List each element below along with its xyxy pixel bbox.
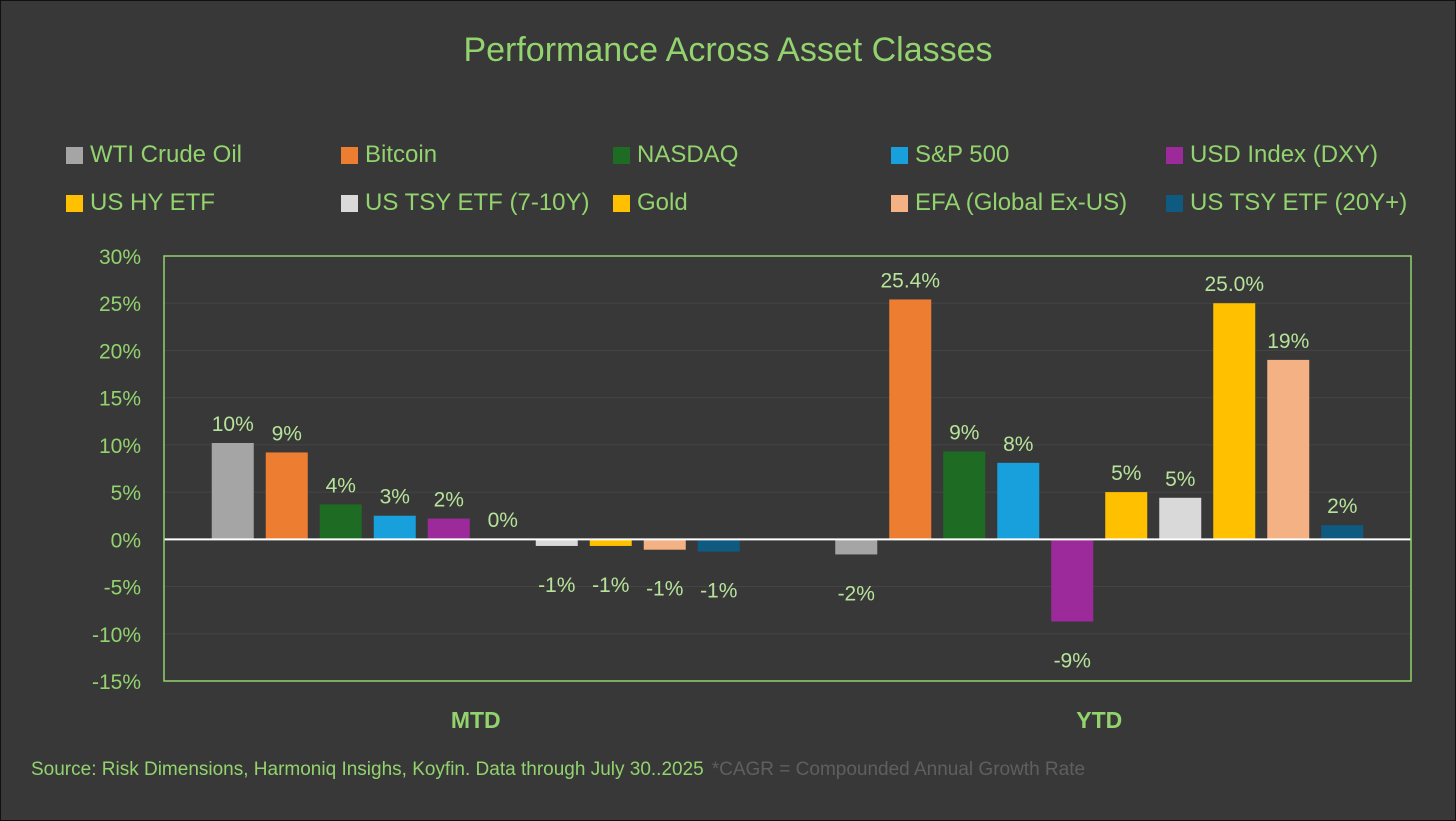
bar-us-tsy-etf-20y- <box>1321 525 1364 540</box>
y-tick-label: 5% <box>111 482 141 505</box>
data-label: -1% <box>700 580 737 603</box>
bar-s-p-500 <box>997 462 1040 540</box>
data-label: 9% <box>272 422 302 445</box>
legend-item: USD Index (DXY) <box>1166 141 1378 169</box>
x-category-label: MTD <box>451 707 501 733</box>
bar-us-tsy-etf-20y- <box>697 539 740 552</box>
y-tick-label: 0% <box>111 529 141 552</box>
y-tick-label: 25% <box>99 293 141 316</box>
bar-nasdaq <box>319 504 362 540</box>
legend-label: Bitcoin <box>365 141 438 168</box>
legend-swatch <box>613 194 630 212</box>
data-label: 10% <box>212 413 254 436</box>
data-label: 5% <box>1111 462 1141 485</box>
legend-item: Bitcoin <box>341 141 437 169</box>
data-label: 25.4% <box>880 269 940 292</box>
source-note: Source: Risk Dimensions, Harmoniq Insigh… <box>31 759 1085 781</box>
legend-swatch <box>1166 194 1183 212</box>
cagr-note: *CAGR = Compounded Annual Growth Rate <box>711 759 1086 780</box>
bar-usd-index-dxy- <box>427 518 470 540</box>
chart-title: Performance Across Asset Classes <box>463 31 993 69</box>
data-label: 2% <box>1327 495 1357 518</box>
bar-s-p-500 <box>373 515 416 540</box>
y-tick-label: -15% <box>92 671 141 694</box>
legend-swatch <box>613 146 630 164</box>
bar-bitcoin <box>265 452 308 540</box>
data-label: 19% <box>1267 330 1309 353</box>
plot-border <box>163 255 1412 682</box>
legend-swatch <box>66 146 83 164</box>
legend-label: USD Index (DXY) <box>1190 141 1379 168</box>
bar-efa-global-ex-us- <box>1267 359 1310 540</box>
legend-label: S&P 500 <box>915 141 1010 168</box>
bar-gold <box>1213 303 1256 540</box>
data-label: -1% <box>592 574 629 597</box>
bar-us-hy-etf <box>1105 492 1148 540</box>
data-label: 2% <box>434 489 464 512</box>
legend-swatch <box>66 194 83 212</box>
legend-item: S&P 500 <box>891 141 1009 169</box>
bar-bitcoin <box>889 299 932 540</box>
legend-label: NASDAQ <box>637 141 739 168</box>
bar-nasdaq <box>943 451 986 540</box>
legend-item: US TSY ETF (7-10Y) <box>341 189 590 217</box>
bar-us-tsy-etf-7-10y- <box>535 539 578 546</box>
legend-item: WTI Crude Oil <box>66 141 242 169</box>
legend-swatch <box>341 146 358 164</box>
y-tick-label: -10% <box>92 624 141 647</box>
bar-gold <box>589 539 632 546</box>
data-label: -1% <box>538 574 575 597</box>
legend-label: US TSY ETF (7-10Y) <box>365 189 590 216</box>
data-label: 8% <box>1003 433 1033 456</box>
legend-item: US HY ETF <box>66 189 215 217</box>
data-label: 0% <box>488 509 518 532</box>
legend-label: WTI Crude Oil <box>90 141 243 168</box>
data-label: 5% <box>1165 468 1195 491</box>
bar-usd-index-dxy- <box>1051 539 1094 622</box>
legend-label: Gold <box>637 189 688 216</box>
data-label: 9% <box>949 422 979 445</box>
data-label: 3% <box>380 486 410 509</box>
data-label: 25.0% <box>1204 273 1264 296</box>
legend-swatch <box>891 194 908 212</box>
legend-label: US HY ETF <box>90 189 215 216</box>
y-tick-label: 15% <box>99 388 141 411</box>
legend-swatch <box>891 146 908 164</box>
data-label: -2% <box>838 582 875 605</box>
legend-item: EFA (Global Ex-US) <box>891 189 1127 217</box>
bar-wti-crude-oil <box>835 539 878 555</box>
y-tick-label: 30% <box>99 246 141 269</box>
source-text: Source: Risk Dimensions, Harmoniq Insigh… <box>31 759 704 780</box>
legend-item: Gold <box>613 189 688 217</box>
legend-label: EFA (Global Ex-US) <box>915 189 1128 216</box>
y-tick-label: 10% <box>99 435 141 458</box>
bar-wti-crude-oil <box>211 443 254 540</box>
data-label: -1% <box>646 578 683 601</box>
x-category-label: YTD <box>1076 707 1122 733</box>
legend-swatch <box>341 194 358 212</box>
legend-item: US TSY ETF (20Y+) <box>1166 189 1407 217</box>
bar-us-tsy-etf-7-10y- <box>1159 497 1202 540</box>
data-label: 4% <box>326 474 356 497</box>
legend-swatch <box>1166 146 1183 164</box>
y-tick-label: -5% <box>104 577 141 600</box>
y-tick-label: 20% <box>99 340 141 363</box>
bar-efa-global-ex-us- <box>643 539 686 550</box>
legend-item: NASDAQ <box>613 141 738 169</box>
data-label: -9% <box>1054 650 1091 673</box>
legend-label: US TSY ETF (20Y+) <box>1190 189 1408 216</box>
